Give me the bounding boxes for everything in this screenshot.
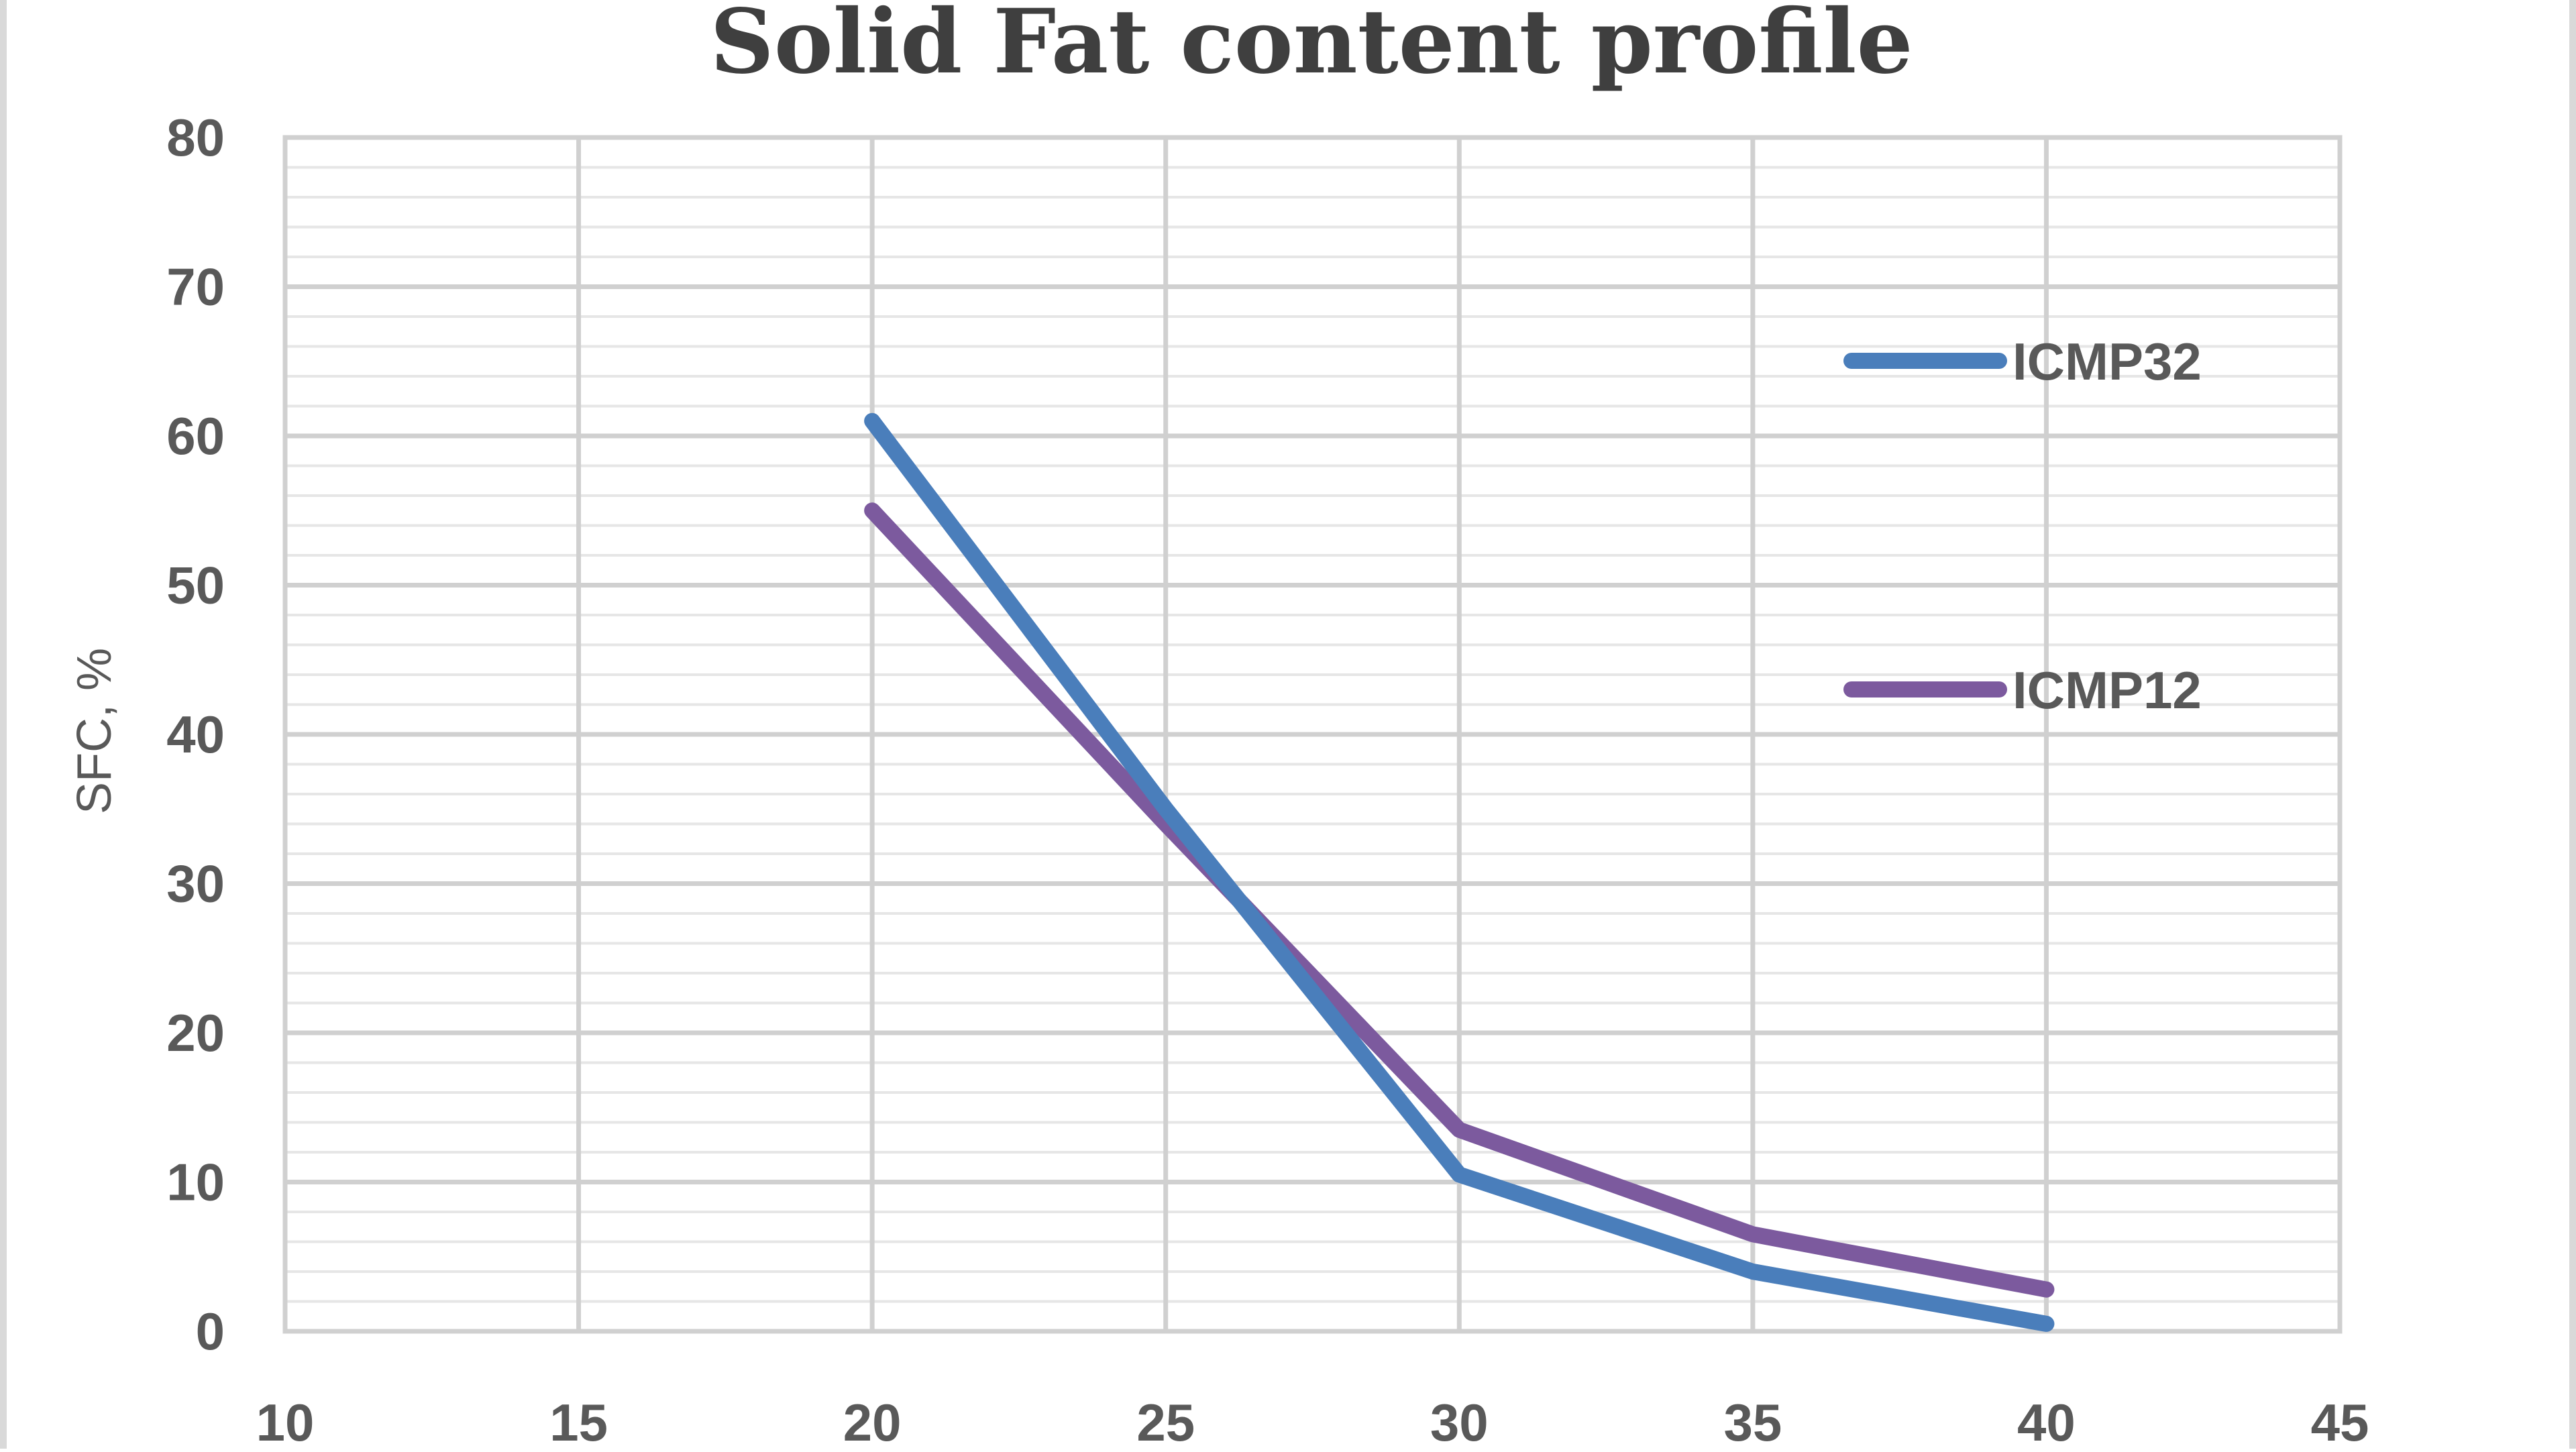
legend-label-icmp12: ICMP12 xyxy=(2012,661,2202,720)
frame-border-left xyxy=(0,0,7,1449)
y-tick-label: 20 xyxy=(166,1003,225,1062)
x-tick-label: 40 xyxy=(2017,1393,2076,1449)
y-tick-label: 80 xyxy=(166,108,225,167)
y-tick-label: 70 xyxy=(166,258,225,317)
axes: 0 10 20 30 40 50 60 70 80 10 15 20 25 30 35 40 45 xyxy=(166,108,2369,1449)
x-tick-label: 30 xyxy=(1430,1393,1489,1449)
y-tick-label: 10 xyxy=(166,1153,225,1212)
x-tick-label: 45 xyxy=(2311,1393,2369,1449)
frame-border-right xyxy=(2569,0,2576,1449)
x-tick-label: 15 xyxy=(549,1393,608,1449)
y-tick-label: 50 xyxy=(166,556,225,615)
x-tick-label: 35 xyxy=(1723,1393,1782,1449)
y-tick-label: 30 xyxy=(166,854,225,913)
y-axis-label: SFC, % xyxy=(68,648,121,814)
x-tick-label: 20 xyxy=(843,1393,902,1449)
x-tick-label: 25 xyxy=(1136,1393,1195,1449)
chart-title: Solid Fat content profile xyxy=(710,0,1913,94)
y-tick-label: 60 xyxy=(166,406,225,465)
grid xyxy=(285,137,2340,1331)
x-tick-label: 10 xyxy=(256,1393,315,1449)
y-tick-label: 0 xyxy=(196,1302,225,1361)
legend-label-icmp32: ICMP32 xyxy=(2012,332,2202,391)
y-tick-label: 40 xyxy=(166,705,225,764)
